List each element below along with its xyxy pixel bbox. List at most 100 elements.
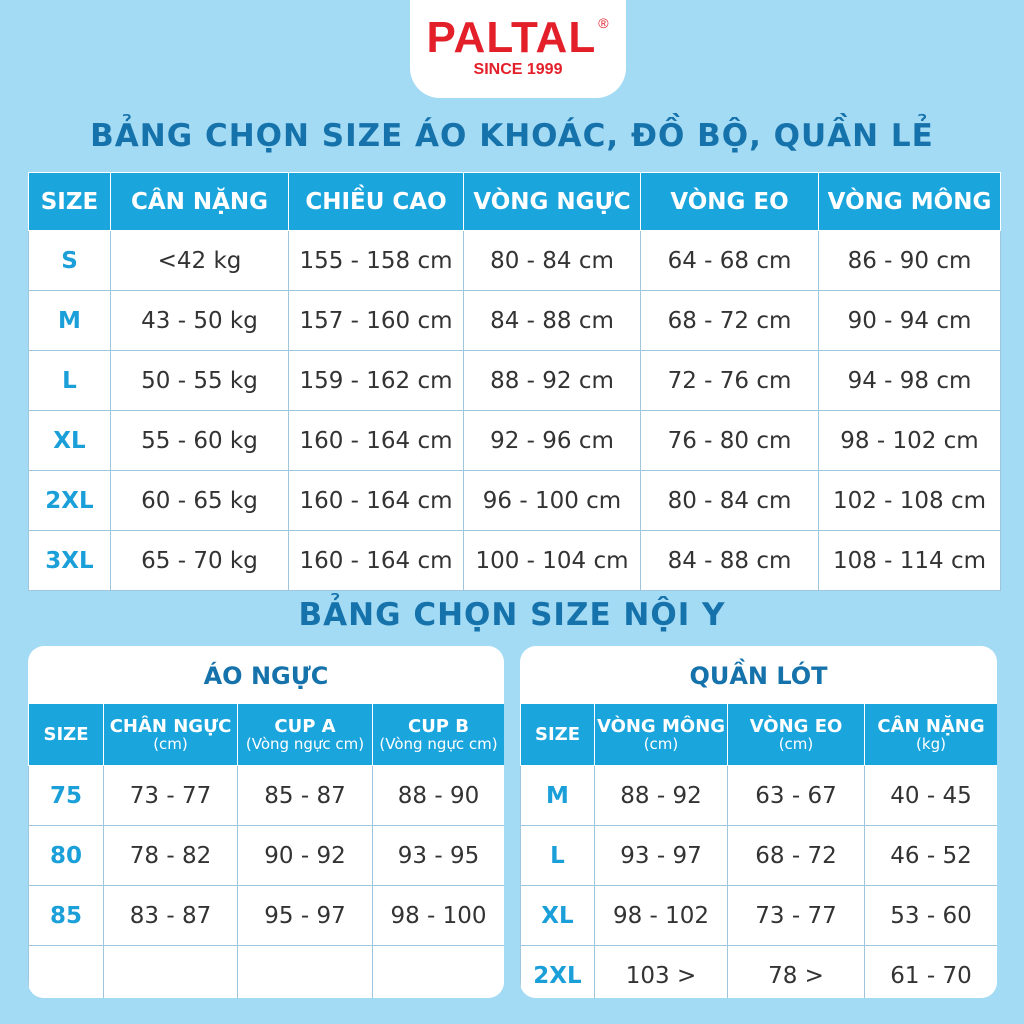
size-cell: S bbox=[28, 230, 111, 291]
logo-brand-line: PALTAL ® bbox=[410, 16, 626, 60]
value-cell bbox=[237, 945, 373, 998]
value-cell: 73 - 77 bbox=[103, 765, 238, 826]
value-cell bbox=[372, 945, 504, 998]
panties-card: QUẦN LÓT SIZE VÒNG MÔNG (cm) VÒNG EO (cm) CÂN… bbox=[520, 646, 997, 998]
value-cell: 103 > bbox=[594, 945, 728, 998]
value-cell: 88 - 90 bbox=[372, 765, 504, 826]
value-cell: 53 - 60 bbox=[864, 885, 997, 946]
header-unit: (kg) bbox=[916, 734, 946, 753]
value-cell: 78 - 82 bbox=[103, 825, 238, 886]
value-cell: 88 - 92 cm bbox=[463, 350, 641, 411]
value-cell: 108 - 114 cm bbox=[818, 530, 1001, 591]
column-header: SIZE bbox=[28, 172, 111, 231]
title-outerwear: BẢNG CHỌN SIZE ÁO KHOÁC, ĐỒ BỘ, QUẦN LẺ bbox=[90, 118, 934, 154]
header-label: VÒNG MÔNG bbox=[596, 715, 726, 737]
header-row: SIZE VÒNG MÔNG (cm) VÒNG EO (cm) CÂN NẶNG (kg) bbox=[520, 703, 997, 766]
value-cell: 65 - 70 kg bbox=[110, 530, 289, 591]
value-cell: 95 - 97 bbox=[237, 885, 373, 946]
registered-mark: ® bbox=[598, 15, 610, 31]
value-cell: 102 - 108 cm bbox=[818, 470, 1001, 531]
table-row: 2XL 103 >78 >61 - 70 bbox=[520, 945, 997, 998]
value-cell: 43 - 50 kg bbox=[110, 290, 289, 351]
value-cell: 160 - 164 cm bbox=[288, 530, 464, 591]
size-cell: XL bbox=[28, 410, 111, 471]
header-label: VÒNG EO bbox=[749, 715, 843, 737]
value-cell: 72 - 76 cm bbox=[640, 350, 819, 411]
table-row: 75 73 - 77 85 - 87 88 - 90 bbox=[28, 765, 504, 826]
bra-title: ÁO NGỰC bbox=[203, 662, 329, 690]
size-cell: 85 bbox=[28, 885, 104, 946]
value-cell: 60 - 65 kg bbox=[110, 470, 289, 531]
size-cell bbox=[28, 945, 104, 998]
value-cell: 93 - 95 bbox=[372, 825, 504, 886]
size-cell: L bbox=[520, 825, 595, 886]
table-row: 2XL 60 - 65 kg 160 - 164 cm 96 - 100 cm 80 -… bbox=[28, 470, 1001, 531]
value-cell: 90 - 92 bbox=[237, 825, 373, 886]
value-cell: 157 - 160 cm bbox=[288, 290, 464, 351]
value-cell: 50 - 55 kg bbox=[110, 350, 289, 411]
table-row: 85 83 - 87 95 - 97 98 - 100 bbox=[28, 885, 504, 946]
value-cell: 96 - 100 cm bbox=[463, 470, 641, 531]
logo-brand: PALTAL bbox=[426, 13, 597, 62]
panties-title: QUẦN LÓT bbox=[689, 662, 828, 690]
value-cell: 85 - 87 bbox=[237, 765, 373, 826]
value-cell: 90 - 94 cm bbox=[818, 290, 1001, 351]
table-row: M 43 - 50 kg 157 - 160 cm 84 - 88 cm 68 - 72… bbox=[28, 290, 1001, 351]
value-cell: 68 - 72 bbox=[727, 825, 865, 886]
value-cell: 160 - 164 cm bbox=[288, 470, 464, 531]
table-row: XL 55 - 60 kg 160 - 164 cm 92 - 96 cm 76 - 8… bbox=[28, 410, 1001, 471]
value-cell: 84 - 88 cm bbox=[463, 290, 641, 351]
bra-size-table: SIZE CHÂN NGỰC (cm) CUP A (Vòng ngực cm) CUP … bbox=[28, 703, 504, 998]
bra-card: ÁO NGỰC SIZE CHÂN NGỰC (cm) CUP A (Vòng ngực… bbox=[28, 646, 504, 998]
value-cell: 98 - 102 cm bbox=[818, 410, 1001, 471]
column-header: SIZE bbox=[520, 703, 595, 766]
header-row: SIZE CÂN NẶNG CHIỀU CAO VÒNG NGỰC VÒNG EO VÒN… bbox=[28, 172, 1001, 231]
table-row: 3XL 65 - 70 kg 160 - 164 cm 100 - 104 cm 84 … bbox=[28, 530, 1001, 591]
paltal-logo: PALTAL ® SINCE 1999 bbox=[410, 0, 626, 98]
panties-size-table: SIZE VÒNG MÔNG (cm) VÒNG EO (cm) CÂN NẶNG (kg)… bbox=[520, 703, 997, 998]
table-row: 80 78 - 82 90 - 92 93 - 95 bbox=[28, 825, 504, 886]
value-cell: 68 - 72 cm bbox=[640, 290, 819, 351]
value-cell: 64 - 68 cm bbox=[640, 230, 819, 291]
value-cell: 100 - 104 cm bbox=[463, 530, 641, 591]
value-cell: 73 - 77 bbox=[727, 885, 865, 946]
value-cell: 83 - 87 bbox=[103, 885, 238, 946]
value-cell: 80 - 84 cm bbox=[640, 470, 819, 531]
column-header: CHIỀU CAO bbox=[288, 172, 464, 231]
header-label: CUP A bbox=[274, 715, 336, 737]
title-underwear: BẢNG CHỌN SIZE NỘI Y bbox=[298, 597, 726, 633]
value-cell: <42 kg bbox=[110, 230, 289, 291]
table-row: S <42 kg 155 - 158 cm 80 - 84 cm 64 - 68 cm 8… bbox=[28, 230, 1001, 291]
value-cell: 155 - 158 cm bbox=[288, 230, 464, 291]
table-row: L 93 - 97 68 - 72 46 - 52 bbox=[520, 825, 997, 886]
value-cell: 94 - 98 cm bbox=[818, 350, 1001, 411]
column-header: CUP A (Vòng ngực cm) bbox=[237, 703, 373, 766]
outerwear-size-table: SIZE CÂN NẶNG CHIỀU CAO VÒNG NGỰC VÒNG EO VÒN… bbox=[28, 172, 1001, 591]
table-row: L 50 - 55 kg 159 - 162 cm 88 - 92 cm 72 - 76… bbox=[28, 350, 1001, 411]
header-unit: (cm) bbox=[643, 734, 679, 753]
value-cell: 86 - 90 cm bbox=[818, 230, 1001, 291]
size-cell: 75 bbox=[28, 765, 104, 826]
header-unit: (cm) bbox=[778, 734, 814, 753]
header-label: CHÂN NGỰC bbox=[109, 715, 232, 737]
value-cell: 159 - 162 cm bbox=[288, 350, 464, 411]
header-unit: (cm) bbox=[153, 734, 188, 753]
header-label: SIZE bbox=[43, 724, 89, 745]
column-header: VÒNG MÔNG bbox=[818, 172, 1001, 231]
value-cell: 80 - 84 cm bbox=[463, 230, 641, 291]
value-cell: 92 - 96 cm bbox=[463, 410, 641, 471]
size-cell: 3XL bbox=[28, 530, 111, 591]
value-cell: 98 - 102 bbox=[594, 885, 728, 946]
header-unit: (Vòng ngực cm) bbox=[245, 734, 365, 753]
header-label: SIZE bbox=[534, 724, 580, 745]
column-header: CHÂN NGỰC (cm) bbox=[103, 703, 238, 766]
size-cell: 2XL bbox=[520, 945, 595, 998]
column-header: SIZE bbox=[28, 703, 104, 766]
value-cell: 55 - 60 kg bbox=[110, 410, 289, 471]
value-cell: 76 - 80 cm bbox=[640, 410, 819, 471]
size-cell: M bbox=[520, 765, 595, 826]
column-header: VÒNG EO (cm) bbox=[727, 703, 865, 766]
column-header: CÂN NẶNG bbox=[110, 172, 289, 231]
column-header: VÒNG NGỰC bbox=[463, 172, 641, 231]
table-row: XL 98 - 102 73 - 77 53 - 60 bbox=[520, 885, 997, 946]
